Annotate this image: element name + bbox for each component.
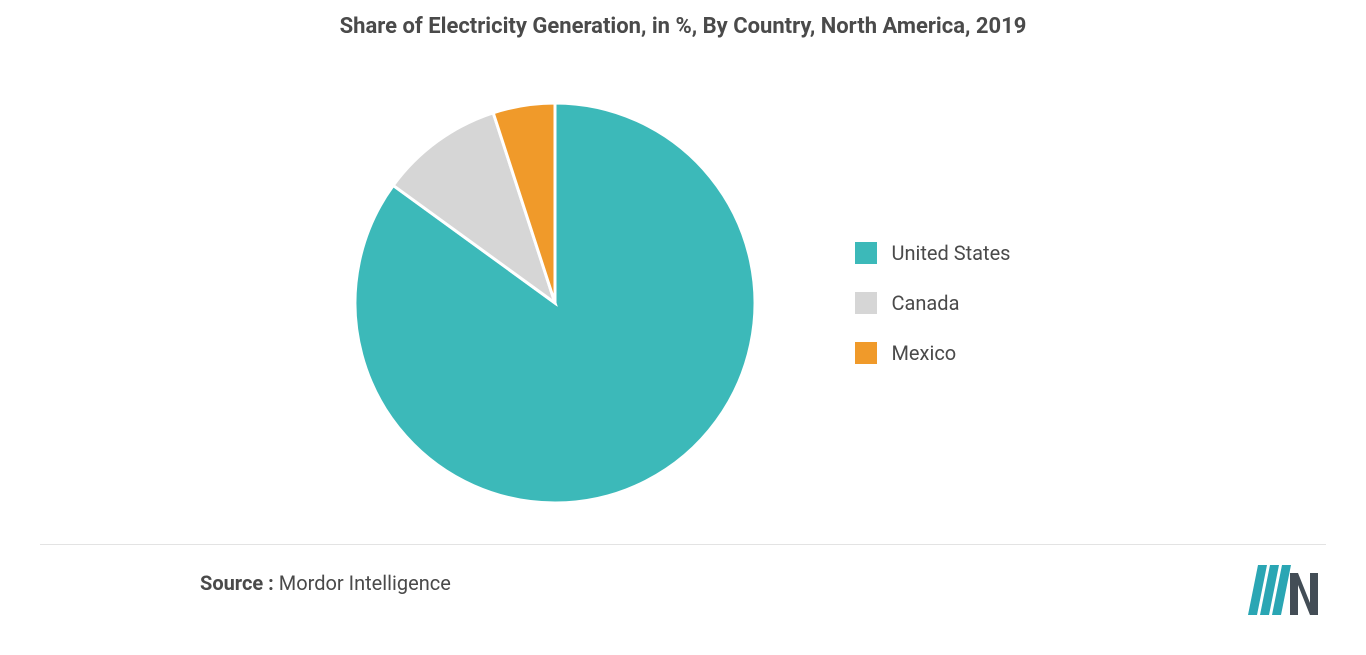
legend-label: Canada (891, 291, 959, 315)
legend: United States Canada Mexico (855, 215, 1010, 391)
legend-item: Canada (855, 291, 1010, 315)
logo-icon (1248, 565, 1318, 615)
legend-label: Mexico (891, 341, 956, 365)
source-label: Source : (200, 571, 274, 595)
pie-chart (355, 103, 755, 503)
source-line: Source : Mordor Intelligence (200, 571, 451, 595)
chart-area: United States Canada Mexico (0, 60, 1366, 545)
legend-item: United States (855, 241, 1010, 265)
source-value: Mordor Intelligence (279, 571, 451, 595)
legend-swatch (855, 292, 877, 314)
legend-swatch (855, 342, 877, 364)
legend-item: Mexico (855, 341, 1010, 365)
divider (40, 544, 1326, 545)
chart-title: Share of Electricity Generation, in %, B… (0, 0, 1366, 39)
legend-swatch (855, 242, 877, 264)
brand-logo (1248, 565, 1318, 615)
legend-label: United States (891, 241, 1010, 265)
